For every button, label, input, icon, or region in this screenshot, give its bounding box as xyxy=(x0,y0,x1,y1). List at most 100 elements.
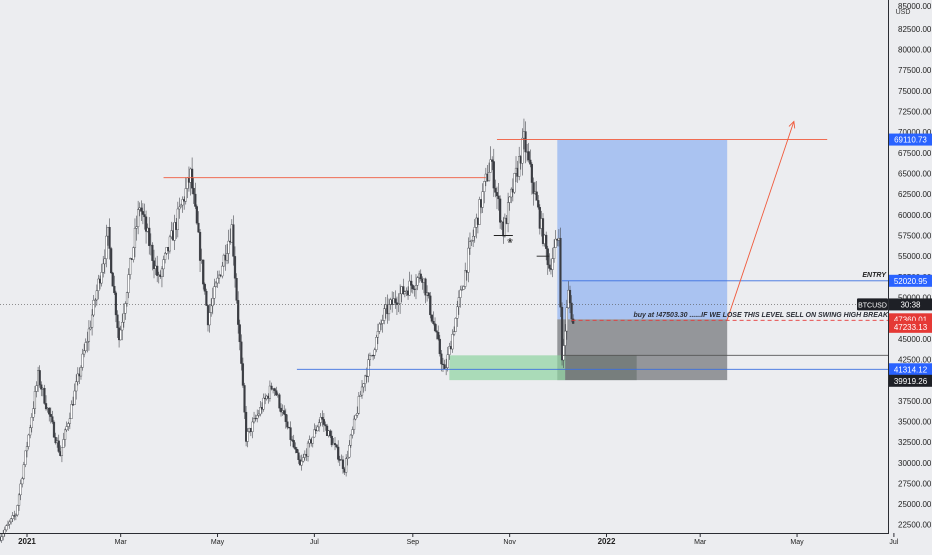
candle-body xyxy=(43,388,46,404)
candle-body xyxy=(79,367,83,377)
candle-body xyxy=(65,426,68,431)
candle-body xyxy=(48,407,51,415)
price-label-box xyxy=(889,133,932,146)
candle-body xyxy=(565,307,568,332)
candle-body xyxy=(478,199,481,225)
candle-body xyxy=(152,260,156,269)
candle-body xyxy=(440,353,443,365)
y-tick-label: 82500.00 xyxy=(898,25,932,34)
candle-body xyxy=(341,459,345,469)
countdown-text: 30:38 xyxy=(900,300,921,309)
candle-body xyxy=(521,137,524,164)
candle-body xyxy=(429,295,432,316)
candle-body xyxy=(75,381,78,392)
candle-body xyxy=(335,444,338,448)
candle-body xyxy=(19,483,22,496)
candle-body xyxy=(218,274,221,279)
candle-body xyxy=(121,322,124,331)
candle-body xyxy=(141,211,144,215)
candle-body xyxy=(456,306,459,319)
price-label-box xyxy=(889,320,932,333)
candle-body xyxy=(179,204,183,208)
candle-body xyxy=(195,206,198,224)
candle-body xyxy=(499,198,502,223)
candle-body xyxy=(313,429,316,438)
candle-body xyxy=(67,423,70,427)
candle-body xyxy=(89,327,92,330)
price-label-text: 52020.95 xyxy=(894,277,928,286)
candle-body xyxy=(214,282,218,287)
candle-body xyxy=(467,247,470,273)
y-tick-label: 32500.00 xyxy=(898,438,932,447)
candle-body xyxy=(462,286,465,290)
candle-body xyxy=(551,258,554,270)
candle-body xyxy=(10,518,13,523)
candle-body xyxy=(356,413,359,416)
candle-body xyxy=(283,410,286,415)
x-tick-label: Nov xyxy=(503,539,516,546)
candle-body xyxy=(318,422,321,428)
candle-body xyxy=(381,320,384,324)
candle-body xyxy=(537,200,540,208)
candle-body xyxy=(116,314,119,329)
candle-body xyxy=(373,349,376,356)
candle-body xyxy=(492,161,495,189)
candle-body xyxy=(481,191,484,208)
candle-body xyxy=(357,396,360,414)
y-tick-label: 57500.00 xyxy=(898,232,932,241)
candle-body xyxy=(530,164,533,183)
zone-layer xyxy=(449,139,728,381)
candle-body xyxy=(243,385,246,413)
candle-body xyxy=(275,390,278,396)
candle-body xyxy=(473,227,476,237)
y-tick-label: 77500.00 xyxy=(898,66,932,75)
currency-label: USD xyxy=(896,9,911,16)
candle-body xyxy=(448,346,451,355)
candle-body xyxy=(503,217,506,237)
candle-body xyxy=(368,355,372,360)
candle-body xyxy=(494,187,497,193)
candle-body xyxy=(52,421,56,438)
candle-body xyxy=(408,280,411,296)
candle-body xyxy=(225,253,229,261)
candle-body xyxy=(541,218,545,244)
y-tick-label: 45000.00 xyxy=(898,335,932,344)
candle-body xyxy=(554,238,557,248)
x-tick-label: Mar xyxy=(115,539,128,546)
candle-body xyxy=(284,414,287,422)
y-tick-label: 22500.00 xyxy=(898,521,932,530)
candle-body xyxy=(168,236,171,252)
y-tick-label: 30000.00 xyxy=(898,459,932,468)
y-tick-label: 50000.00 xyxy=(898,293,932,302)
candle-body xyxy=(191,168,194,189)
candle-body xyxy=(144,216,148,232)
y-tick-label: 62500.00 xyxy=(898,190,932,199)
candle-body xyxy=(446,354,449,368)
candle-body xyxy=(44,403,48,410)
candle-body xyxy=(459,289,462,298)
countdown-box xyxy=(889,298,932,311)
candle-body xyxy=(319,417,322,423)
candle-body xyxy=(379,323,383,325)
price-label-text: 39919.26 xyxy=(894,377,928,386)
candle-body xyxy=(375,337,378,351)
zone-box xyxy=(557,139,728,320)
candle-body xyxy=(137,209,140,227)
candle-body xyxy=(495,192,499,197)
candle-body xyxy=(457,297,460,308)
x-axis-ticks: 2021 Mar May Jul Sep Nov 2022 Mar May Jul xyxy=(18,533,899,546)
entry-annotation: ENTRY xyxy=(862,272,887,279)
y-tick-label: 37500.00 xyxy=(898,397,932,406)
candle-body xyxy=(110,248,113,274)
candle-body xyxy=(273,388,276,391)
candle-body xyxy=(14,514,17,516)
candle-body xyxy=(24,450,27,465)
candle-body xyxy=(452,331,456,335)
y-tick-label: 60000.00 xyxy=(898,211,932,220)
candle-body xyxy=(216,277,219,284)
candle-body xyxy=(349,434,352,446)
candle-body xyxy=(70,404,73,419)
candle-body xyxy=(38,370,41,385)
